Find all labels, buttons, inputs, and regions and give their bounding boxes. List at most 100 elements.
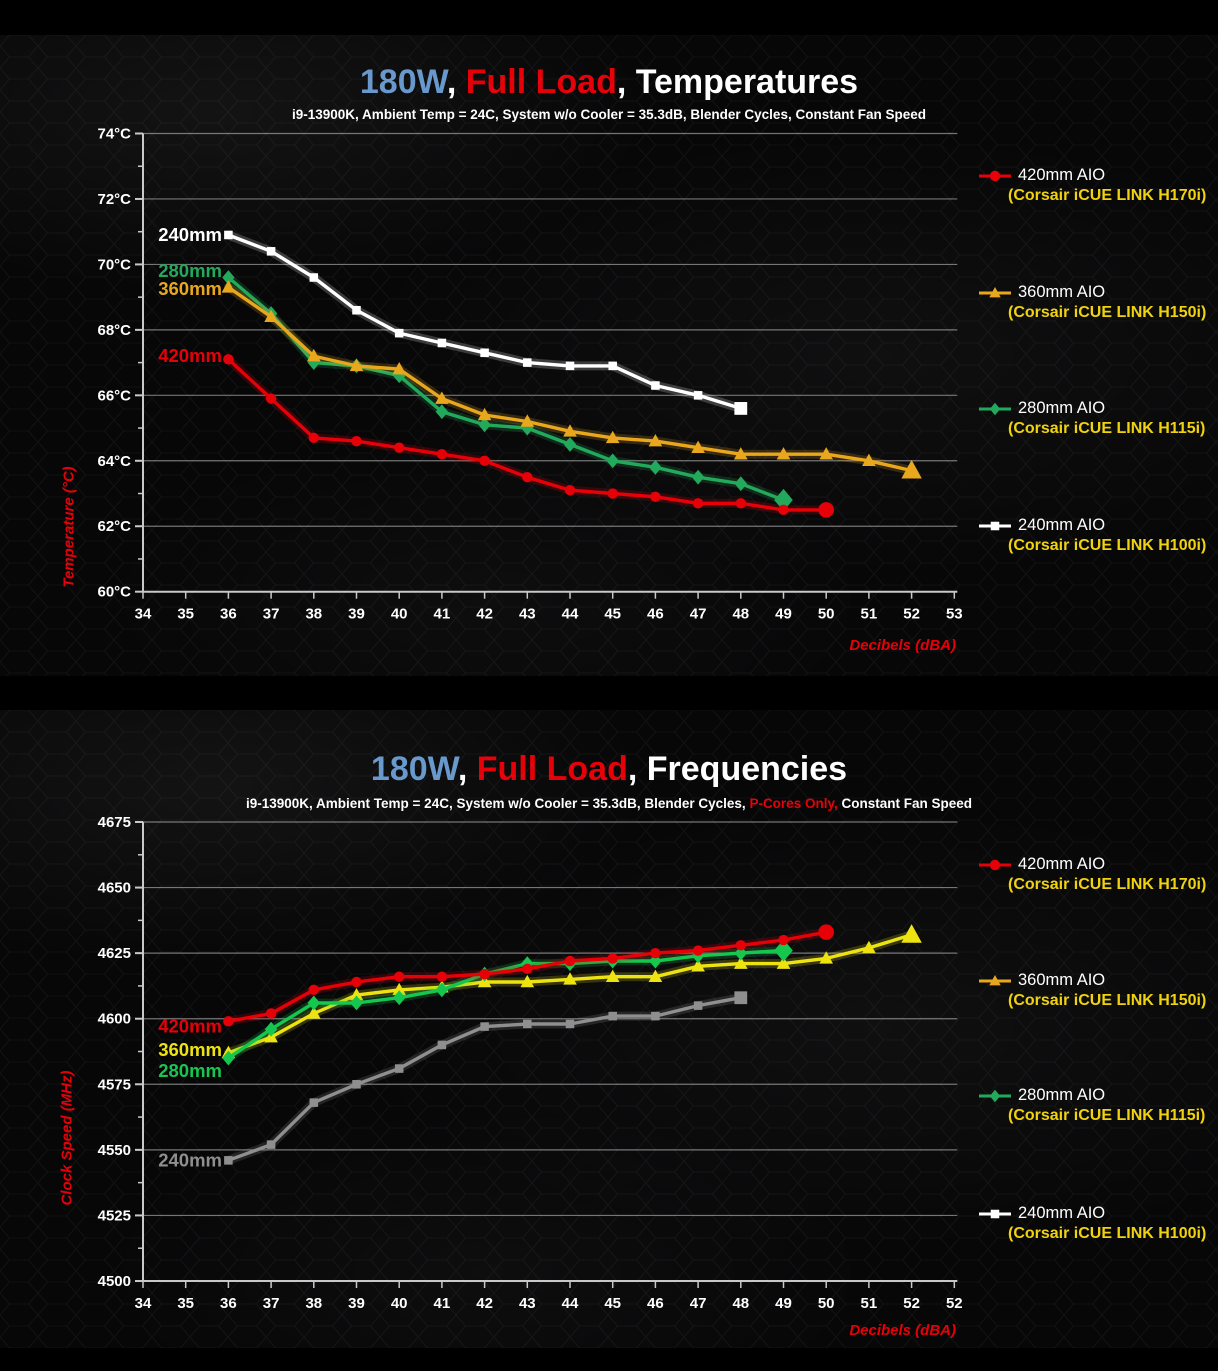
legend-series-device: (Corsair iCUE LINK H115i) <box>1008 1107 1206 1124</box>
x-tick-label: 47 <box>690 606 707 623</box>
legend-series-name: 240mm AIO <box>1018 516 1106 534</box>
series-inplot-label: 360mm <box>158 278 222 299</box>
y-tick-label: 66°C <box>97 387 131 404</box>
x-tick-label: 34 <box>135 1295 152 1312</box>
x-axis-title: Decibels (dBA) <box>849 1322 956 1339</box>
series-inplot-label: 360mm <box>158 1039 222 1060</box>
y-tick-label: 68°C <box>97 322 131 339</box>
y-tick-label: 62°C <box>97 518 131 535</box>
legend-marker-icon <box>979 859 1011 870</box>
x-tick-label: 50 <box>818 1295 835 1312</box>
x-tick-label: 45 <box>604 606 621 623</box>
series-420mm-aio: 420mm <box>158 345 834 518</box>
series-inplot-label: 420mm <box>158 345 222 366</box>
legend-series-device: (Corsair iCUE LINK H150i) <box>1008 992 1207 1009</box>
x-axis-title: Decibels (dBA) <box>849 637 956 654</box>
legend-series-device: (Corsair iCUE LINK H150i) <box>1008 304 1207 321</box>
legend-series-name: 420mm AIO <box>1018 855 1106 873</box>
legend-entry: 360mm AIO (Corsair iCUE LINK H150i) <box>978 971 1218 1010</box>
legend-series-device: (Corsair iCUE LINK H170i) <box>1008 876 1207 893</box>
y-tick-label: 74°C <box>97 126 131 143</box>
legend-series-name: 420mm AIO <box>1018 166 1106 184</box>
x-tick-label: 48 <box>732 606 749 623</box>
y-axis-title: Clock Speed (MHz) <box>58 1070 76 1206</box>
legend-marker-icon <box>979 1089 1011 1102</box>
x-tick-label: 49 <box>775 1295 792 1312</box>
x-tick-label: 45 <box>604 1295 621 1312</box>
legend-entry: 360mm AIO (Corsair iCUE LINK H150i) <box>978 283 1218 322</box>
series-240mm-aio: 240mm <box>158 224 748 415</box>
legend-entry: 420mm AIO (Corsair iCUE LINK H170i) <box>978 166 1218 205</box>
legend-entry: 280mm AIO (Corsair iCUE LINK H115i) <box>978 399 1218 438</box>
x-tick-label: 50 <box>818 606 835 623</box>
x-tick-label: 52 <box>903 1295 920 1312</box>
x-tick-label: 36 <box>220 1295 237 1312</box>
legend-series-name: 280mm AIO <box>1018 1086 1106 1104</box>
x-tick-label: 52 <box>946 1295 963 1312</box>
x-tick-label: 49 <box>775 606 792 623</box>
x-tick-label: 46 <box>647 1295 664 1312</box>
x-tick-label: 40 <box>391 1295 408 1312</box>
series-inplot-label: 280mm <box>158 260 222 281</box>
x-tick-label: 42 <box>476 1295 493 1312</box>
temperatures-chart-panel: 180W, Full Load, Temperatures i9-13900K,… <box>0 35 1218 676</box>
legend-entry: 240mm AIO (Corsair iCUE LINK H100i) <box>978 516 1218 555</box>
legend-marker-icon <box>979 170 1011 181</box>
series-360mm-aio: 360mm <box>158 924 922 1060</box>
legend-entry: 280mm AIO (Corsair iCUE LINK H115i) <box>978 1086 1218 1125</box>
x-tick-label: 51 <box>861 1295 878 1312</box>
series-inplot-label: 240mm <box>158 1149 222 1170</box>
x-tick-label: 47 <box>690 1295 707 1312</box>
series-inplot-label: 420mm <box>158 1016 222 1037</box>
y-tick-label: 72°C <box>97 191 131 208</box>
legend-marker-icon <box>979 402 1011 415</box>
y-tick-label: 4650 <box>98 880 131 897</box>
x-tick-label: 35 <box>177 606 194 623</box>
legend-entry: 240mm AIO (Corsair iCUE LINK H100i) <box>978 1204 1218 1243</box>
y-tick-label: 4600 <box>98 1011 131 1028</box>
series-240mm-aio: 240mm <box>158 991 748 1170</box>
x-tick-label: 48 <box>732 1295 749 1312</box>
x-tick-label: 35 <box>177 1295 194 1312</box>
legend-series-name: 280mm AIO <box>1018 399 1106 417</box>
y-tick-label: 4525 <box>98 1207 131 1224</box>
legend-series-name: 360mm AIO <box>1018 283 1106 301</box>
x-tick-label: 37 <box>263 606 280 623</box>
y-tick-label: 4500 <box>98 1273 131 1290</box>
series-360mm-aio: 360mm <box>158 278 922 479</box>
x-tick-label: 44 <box>562 606 579 623</box>
x-tick-label: 34 <box>135 606 152 623</box>
x-tick-label: 41 <box>434 1295 451 1312</box>
legend-marker-icon <box>979 1209 1011 1218</box>
legend-marker-icon <box>979 521 1011 530</box>
y-tick-label: 4550 <box>98 1142 131 1159</box>
series-280mm-aio: 280mm <box>158 939 793 1081</box>
y-tick-label: 4575 <box>98 1076 131 1093</box>
y-tick-label: 60°C <box>97 584 131 601</box>
x-tick-label: 40 <box>391 606 408 623</box>
legend-entry: 420mm AIO (Corsair iCUE LINK H170i) <box>978 855 1218 894</box>
x-tick-label: 51 <box>861 606 878 623</box>
legend-series-device: (Corsair iCUE LINK H100i) <box>1008 1225 1207 1242</box>
x-tick-label: 39 <box>348 1295 365 1312</box>
series-inplot-label: 240mm <box>158 224 222 245</box>
x-tick-label: 38 <box>305 606 322 623</box>
x-tick-label: 43 <box>519 606 536 623</box>
x-tick-label: 53 <box>946 606 963 623</box>
x-tick-label: 43 <box>519 1295 536 1312</box>
x-tick-label: 36 <box>220 606 237 623</box>
legend-series-device: (Corsair iCUE LINK H170i) <box>1008 187 1207 204</box>
x-tick-label: 52 <box>903 606 920 623</box>
frequencies-chart-panel: 180W, Full Load, Frequencies i9-13900K, … <box>0 710 1218 1348</box>
y-tick-label: 64°C <box>97 453 131 470</box>
legend-series-device: (Corsair iCUE LINK H100i) <box>1008 537 1207 554</box>
y-tick-label: 4675 <box>98 814 131 831</box>
x-tick-label: 42 <box>476 606 493 623</box>
x-tick-label: 38 <box>305 1295 322 1312</box>
series-420mm-aio: 420mm <box>158 924 834 1037</box>
series-inplot-label: 280mm <box>158 1060 222 1081</box>
x-tick-label: 41 <box>434 606 451 623</box>
x-tick-label: 37 <box>263 1295 280 1312</box>
legend-marker-icon <box>979 974 1011 985</box>
